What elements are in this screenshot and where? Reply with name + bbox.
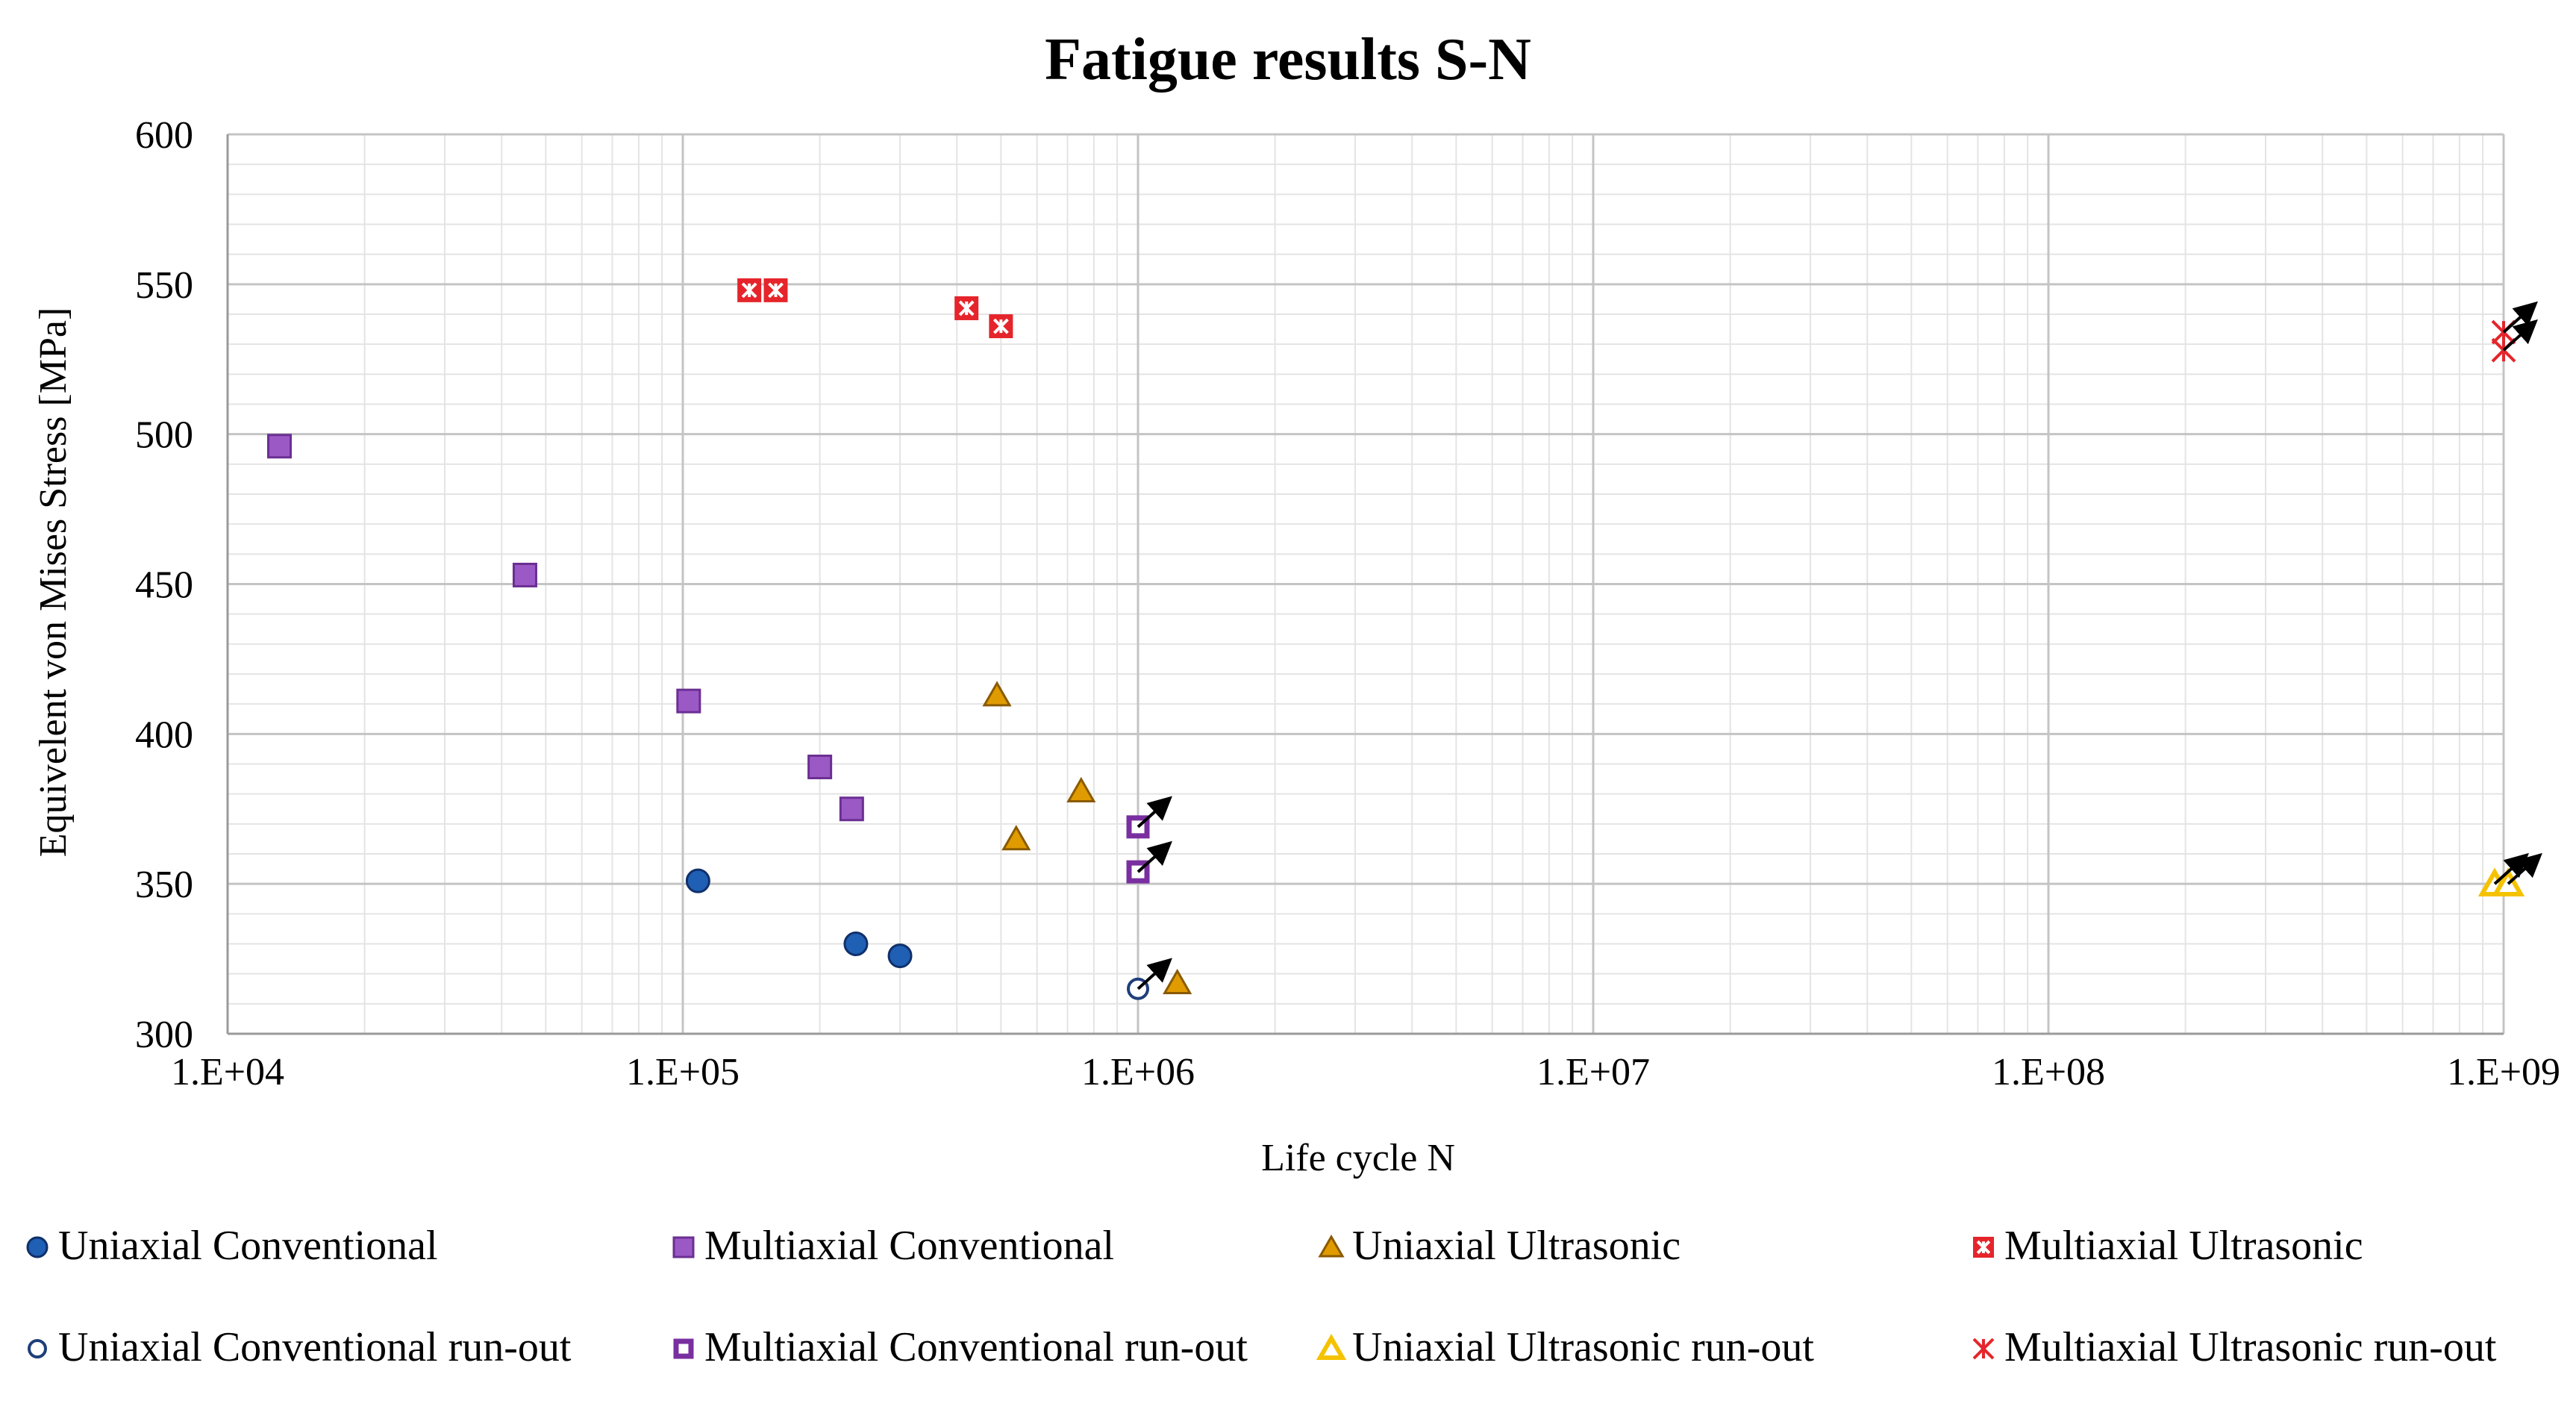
- runout-arrow: [1137, 796, 1172, 829]
- data-point: [839, 796, 864, 822]
- legend-item: Multiaxial Ultrasonic run-out: [1972, 1324, 2497, 1370]
- y-tick-label: 550: [135, 264, 193, 307]
- legend-marker: [673, 1338, 694, 1359]
- data-point: [982, 681, 1012, 707]
- legend-item: Uniaxial Ultrasonic: [1318, 1223, 1681, 1269]
- data-point: [1001, 825, 1031, 851]
- legend-item: Uniaxial Ultrasonic run-out: [1316, 1324, 1814, 1370]
- legend-item: Multiaxial Conventional run-out: [673, 1324, 1248, 1370]
- data-point: [1126, 815, 1150, 839]
- data-point: [1066, 776, 1096, 802]
- points-layer: [267, 278, 2525, 1000]
- legend-label: Uniaxial Ultrasonic: [1352, 1223, 1681, 1269]
- runout-arrow: [2507, 852, 2542, 885]
- data-point: [512, 562, 537, 587]
- grid-layer: [226, 133, 2505, 1035]
- data-point: [954, 296, 979, 320]
- x-axis-label: Life cycle N: [1261, 1137, 1455, 1179]
- x-tick-label: 1.E+08: [1992, 1051, 2105, 1093]
- legend: Uniaxial Conventional Multiaxial Conventi…: [26, 1223, 2497, 1370]
- legend-item: Uniaxial Conventional run-out: [28, 1324, 572, 1370]
- legend-label: Multiaxial Ultrasonic: [2004, 1223, 2363, 1269]
- legend-item: Multiaxial Ultrasonic: [1973, 1223, 2363, 1269]
- data-point: [807, 755, 833, 780]
- data-point: [685, 868, 710, 893]
- x-tick-label: 1.E+09: [2447, 1051, 2560, 1093]
- x-tick-label: 1.E+07: [1536, 1051, 1650, 1093]
- legend-label: Uniaxial Ultrasonic run-out: [1352, 1324, 1814, 1370]
- data-point: [887, 943, 913, 969]
- legend-label: Uniaxial Conventional run-out: [58, 1324, 572, 1370]
- data-point: [989, 314, 1013, 339]
- y-tick-label: 600: [135, 114, 193, 157]
- x-tick-label: 1.E+04: [171, 1051, 284, 1093]
- runout-arrow: [2502, 301, 2538, 334]
- y-tick-label: 500: [135, 414, 193, 457]
- data-point: [843, 932, 869, 956]
- ticks-layer: 1.E+04 1.E+05 1.E+06 1.E+07 1.E+08 1.E+09 300 3…: [135, 114, 2560, 1093]
- x-tick-label: 1.E+06: [1081, 1051, 1195, 1093]
- y-tick-label: 350: [135, 864, 193, 906]
- legend-marker: [28, 1339, 47, 1358]
- legend-label: Multiaxial Ultrasonic run-out: [2004, 1324, 2497, 1370]
- legend-item: Multiaxial Conventional: [672, 1223, 1114, 1269]
- legend-label: Multiaxial Conventional run-out: [704, 1324, 1248, 1370]
- y-axis-label: Equivelent von Mises Stress [MPa]: [32, 308, 75, 858]
- legend-marker: [1316, 1334, 1347, 1360]
- chart-title: Fatigue results S-N: [1045, 27, 1531, 93]
- legend-marker: [1972, 1338, 1995, 1360]
- legend-marker: [1973, 1237, 1994, 1258]
- data-point: [676, 688, 701, 714]
- legend-item: Uniaxial Conventional: [26, 1223, 438, 1269]
- data-point: [737, 278, 762, 302]
- legend-marker: [26, 1236, 49, 1258]
- legend-label: Uniaxial Conventional: [58, 1223, 438, 1269]
- runout-arrow: [1137, 958, 1172, 990]
- legend-label: Multiaxial Conventional: [704, 1223, 1114, 1269]
- legend-marker: [672, 1236, 695, 1258]
- y-tick-label: 450: [135, 564, 193, 607]
- y-tick-label: 400: [135, 714, 193, 756]
- runout-arrow: [2502, 319, 2538, 352]
- runout-arrows-layer: [1137, 301, 2542, 990]
- legend-marker: [1318, 1235, 1345, 1258]
- data-point: [267, 434, 293, 459]
- y-tick-label: 300: [135, 1014, 193, 1056]
- data-point: [763, 278, 788, 302]
- axes-layer: [226, 134, 2504, 1035]
- x-tick-label: 1.E+05: [626, 1051, 740, 1093]
- runout-arrow: [1137, 840, 1172, 873]
